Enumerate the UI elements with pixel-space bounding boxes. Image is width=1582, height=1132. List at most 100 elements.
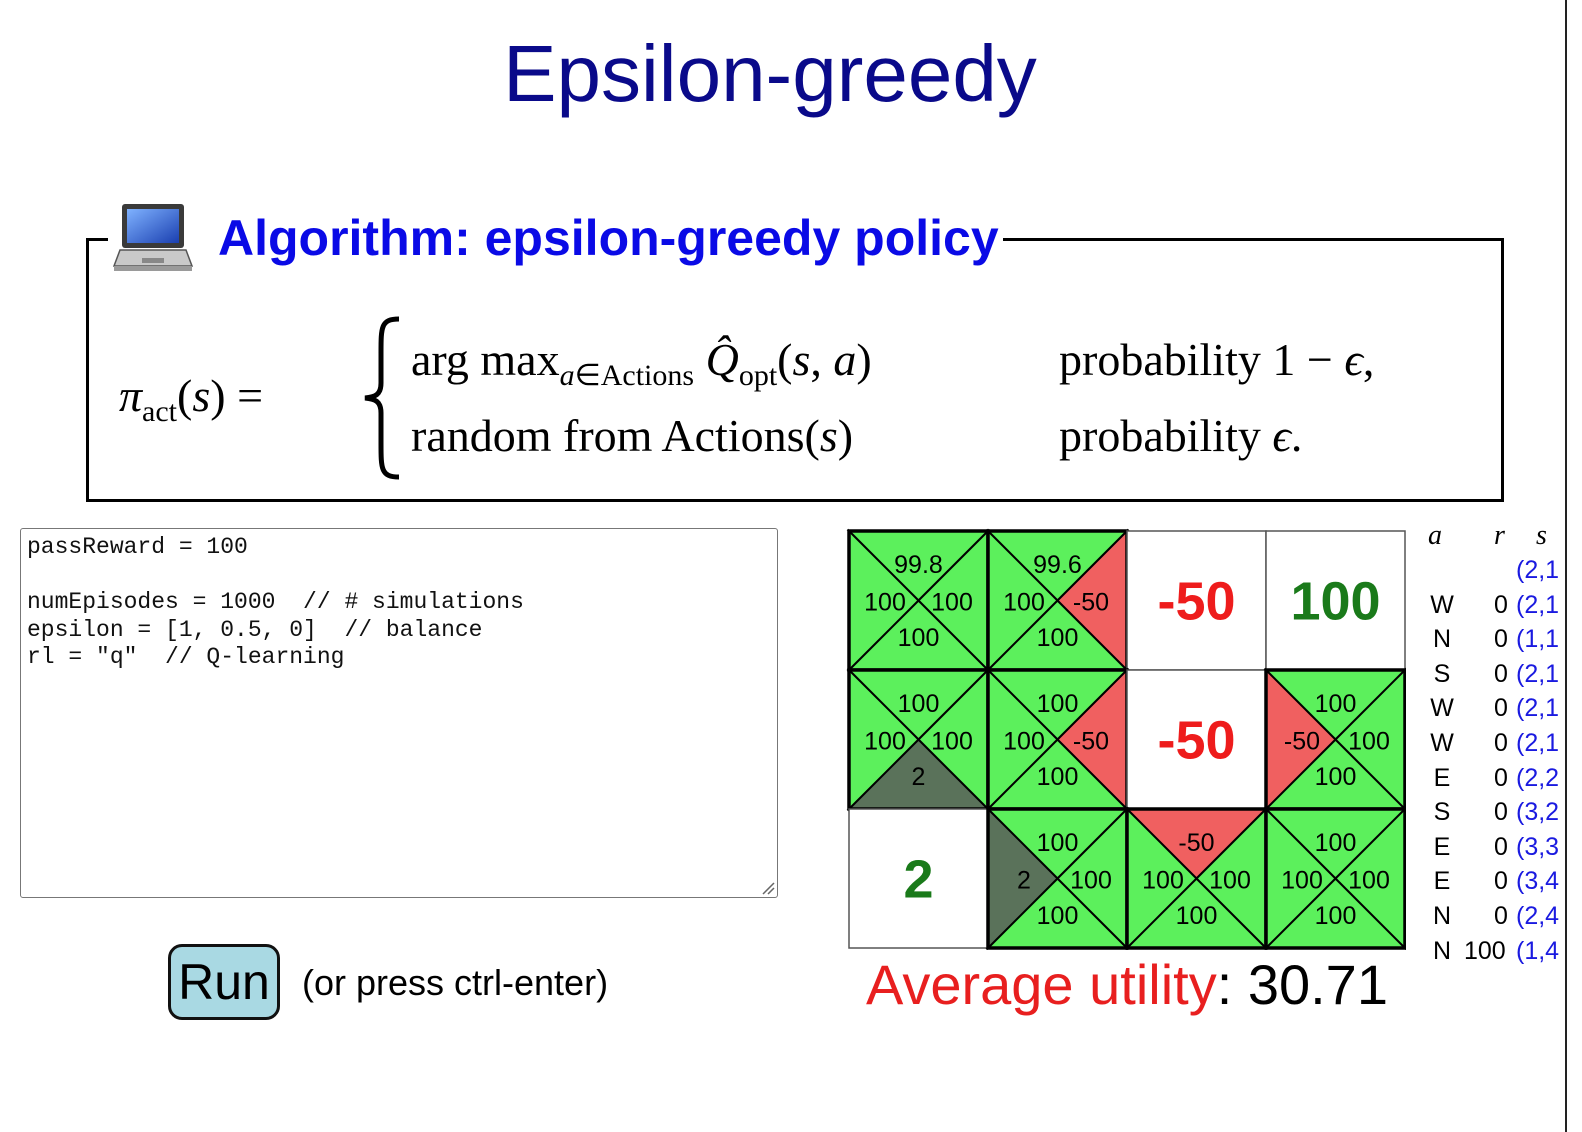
q-value-s: 100 bbox=[1315, 902, 1357, 930]
cell-reward: 100 bbox=[1290, 572, 1380, 632]
cell-reward: 2 bbox=[903, 850, 933, 910]
trace-row: (2,1 bbox=[1428, 556, 1565, 590]
trace-row: W 0 (2,1 bbox=[1428, 729, 1565, 763]
grid-cell bbox=[1126, 669, 1267, 810]
trace-reward: 0 bbox=[1494, 729, 1508, 757]
cell-reward: -50 bbox=[1157, 711, 1235, 771]
q-value-n: 100 bbox=[1315, 829, 1357, 857]
run-hint: (or press ctrl-enter) bbox=[302, 962, 609, 1003]
q-value-e: 100 bbox=[1348, 728, 1390, 756]
cell-reward: -50 bbox=[1157, 572, 1235, 632]
trace-row: S 0 (3,2 bbox=[1428, 798, 1565, 832]
trace-state: (3,2 bbox=[1516, 798, 1560, 827]
q-value-w: 2 bbox=[1017, 867, 1031, 895]
average-utility-value: : 30.71 bbox=[1216, 953, 1388, 1016]
trace-row: W 0 (2,1 bbox=[1428, 591, 1565, 625]
q-value-s: 100 bbox=[1037, 763, 1079, 791]
trace-state: (2,1 bbox=[1516, 659, 1560, 688]
q-value-s: 2 bbox=[912, 763, 926, 791]
trace-reward: 0 bbox=[1494, 763, 1508, 792]
trace-row: N 100 (1,4 bbox=[1428, 937, 1565, 970]
trace-action: W bbox=[1430, 694, 1454, 723]
trace-row: N 0 (1,1 bbox=[1428, 625, 1565, 659]
q-value-n: 100 bbox=[1315, 690, 1357, 718]
formula: πact(s) = arg maxa∈Actions Q̂opt(s, a) p… bbox=[89, 241, 1501, 499]
trace-state: (2,4 bbox=[1516, 902, 1560, 930]
trace-action: E bbox=[1433, 832, 1451, 861]
q-value-n: -50 bbox=[1178, 829, 1214, 857]
q-value-w: 100 bbox=[1281, 867, 1323, 895]
trace-row: N 0 (2,4 bbox=[1428, 902, 1565, 936]
slide-right-border bbox=[1565, 0, 1567, 1132]
formula-case1-condition: probability 1 − ϵ, bbox=[1059, 334, 1375, 385]
episode-trace: a r s (2,1 W 0 (2,1 N 0 (1,1 S 0 (2,1 W 0 (2,1 W 0 (2,1 E 0 (… bbox=[1428, 520, 1565, 970]
run-button[interactable]: Run bbox=[168, 944, 280, 1020]
trace-state: (2,1 bbox=[1516, 556, 1560, 584]
trace-reward: 100 bbox=[1464, 936, 1506, 965]
trace-state: (2,1 bbox=[1516, 694, 1560, 723]
trace-state: (3,3 bbox=[1516, 832, 1560, 861]
trace-header-s: s bbox=[1536, 520, 1547, 551]
q-value-s: 100 bbox=[1315, 763, 1357, 791]
q-value-e: 100 bbox=[931, 728, 973, 756]
trace-header-a: a bbox=[1428, 520, 1442, 551]
q-value-s: 100 bbox=[1037, 624, 1079, 652]
q-value-n: 100 bbox=[898, 690, 940, 718]
trace-state: (2,1 bbox=[1516, 590, 1560, 619]
trace-row: E 0 (2,2 bbox=[1428, 764, 1565, 798]
q-value-s: 100 bbox=[1037, 902, 1079, 930]
trace-reward: 0 bbox=[1494, 867, 1508, 896]
q-value-e: 100 bbox=[1070, 867, 1112, 895]
page-title: Epsilon-greedy bbox=[503, 29, 1037, 118]
formula-case1: arg maxa∈Actions Q̂opt(s, a) bbox=[411, 334, 872, 393]
trace-action: W bbox=[1430, 590, 1454, 619]
trace-reward: 0 bbox=[1494, 590, 1508, 619]
q-value-e: 100 bbox=[1348, 867, 1390, 895]
q-value-e: -50 bbox=[1073, 589, 1109, 617]
average-utility: Average utility: 30.71 bbox=[866, 952, 1388, 1017]
q-value-e: -50 bbox=[1073, 728, 1109, 756]
trace-action: E bbox=[1433, 763, 1451, 792]
trace-state: (2,2 bbox=[1516, 763, 1560, 792]
average-utility-label: Average utility bbox=[866, 953, 1217, 1016]
algorithm-box: πact(s) = arg maxa∈Actions Q̂opt(s, a) p… bbox=[86, 238, 1504, 502]
trace-action: W bbox=[1430, 729, 1454, 757]
trace-reward: 0 bbox=[1494, 659, 1508, 688]
laptop-icon bbox=[112, 204, 194, 271]
q-value-w: 100 bbox=[1003, 728, 1045, 756]
q-value-n: 99.8 bbox=[894, 551, 943, 579]
q-value-s: 100 bbox=[898, 624, 940, 652]
trace-row: S 0 (2,1 bbox=[1428, 660, 1565, 694]
q-value-n: 100 bbox=[1037, 690, 1079, 718]
trace-state: (1,1 bbox=[1516, 625, 1560, 654]
trace-reward: 0 bbox=[1494, 902, 1508, 930]
code-editor[interactable]: passReward = 100 numEpisodes = 1000 // #… bbox=[20, 528, 778, 898]
algorithm-header: Algorithm: epsilon-greedy policy bbox=[108, 200, 1003, 276]
formula-lhs: πact(s) = bbox=[119, 370, 264, 429]
trace-action: N bbox=[1432, 625, 1452, 654]
formula-case2-condition: probability ϵ. bbox=[1059, 410, 1303, 461]
q-value-w: 100 bbox=[1003, 589, 1045, 617]
trace-action: E bbox=[1433, 867, 1451, 896]
q-value-w: -50 bbox=[1284, 728, 1320, 756]
grid-cell bbox=[1264, 807, 1406, 950]
q-value-n: 100 bbox=[1037, 829, 1079, 857]
algorithm-title: Algorithm: epsilon-greedy policy bbox=[218, 210, 999, 266]
trace-header-r: r bbox=[1494, 520, 1505, 551]
trace-reward: 0 bbox=[1494, 625, 1508, 654]
q-value-w: 100 bbox=[1142, 867, 1184, 895]
trace-state: (2,1 bbox=[1516, 729, 1560, 757]
trace-action: N bbox=[1432, 936, 1452, 965]
formula-case2: random from Actions(s) bbox=[411, 410, 854, 461]
q-value-n: 99.6 bbox=[1033, 551, 1082, 579]
resize-grip-icon[interactable] bbox=[761, 881, 775, 895]
grid-cell bbox=[848, 808, 989, 949]
trace-row: E 0 (3,4 bbox=[1428, 867, 1565, 901]
trace-action: S bbox=[1433, 798, 1451, 827]
code-text[interactable]: passReward = 100 numEpisodes = 1000 // #… bbox=[27, 534, 524, 670]
trace-reward: 0 bbox=[1494, 832, 1508, 861]
q-value-w: 100 bbox=[864, 589, 906, 617]
trace-state: (3,4 bbox=[1516, 867, 1560, 896]
q-value-s: 100 bbox=[1176, 902, 1218, 930]
